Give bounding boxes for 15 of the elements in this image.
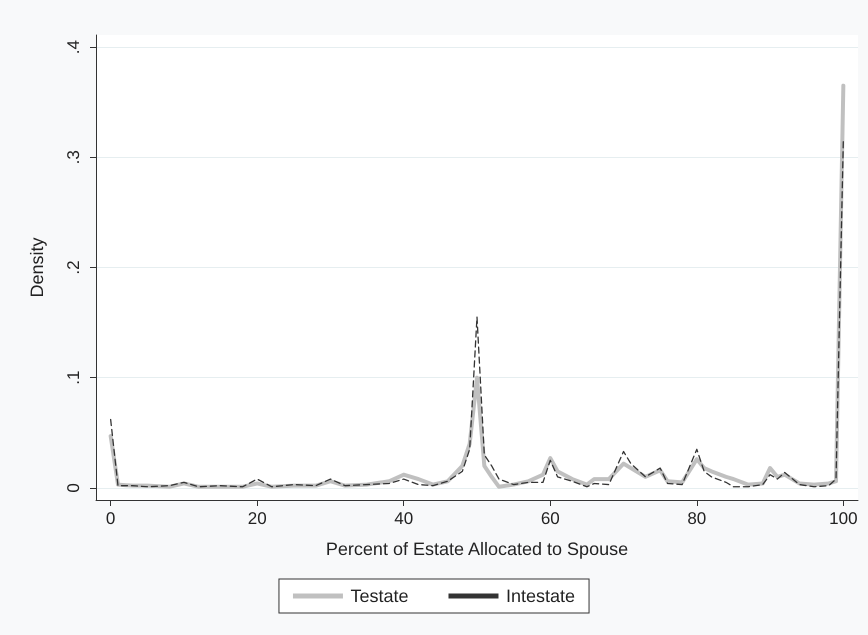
x-tick-label: 100 — [829, 509, 858, 528]
legend-label: Intestate — [506, 586, 576, 606]
x-tick-label: 0 — [106, 509, 116, 528]
y-tick-label: .2 — [64, 260, 83, 275]
x-axis-title: Percent of Estate Allocated to Spouse — [326, 539, 628, 559]
x-tick-label: 20 — [248, 509, 267, 528]
y-tick-label: .1 — [64, 370, 83, 385]
legend-label: Testate — [350, 586, 409, 606]
x-tick-label: 60 — [540, 509, 560, 528]
y-axis-title: Density — [27, 237, 47, 298]
y-tick-label: .3 — [64, 150, 83, 164]
x-tick-label: 40 — [394, 509, 414, 528]
y-tick-label: .4 — [64, 40, 83, 54]
x-tick-label: 80 — [687, 509, 706, 528]
y-tick-label: 0 — [64, 483, 83, 493]
